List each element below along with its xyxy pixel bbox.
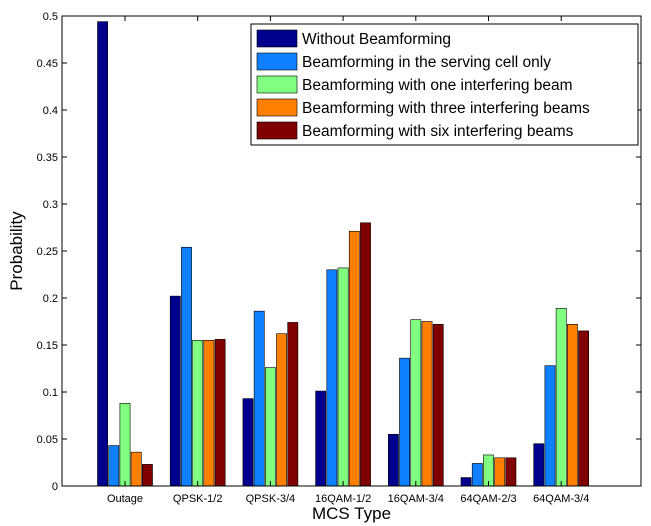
legend-box xyxy=(250,23,639,146)
legend-swatch xyxy=(256,75,298,94)
x-tick-label: QPSK-1/2 xyxy=(173,493,223,505)
bar-series5-qpsk-1-2 xyxy=(214,339,226,487)
bar-series4-64qam-2-3 xyxy=(494,457,506,487)
x-tick-label: QPSK-3/4 xyxy=(246,493,296,505)
bar-series3-qpsk-3-4 xyxy=(264,367,276,487)
bar-series2-qpsk-1-2 xyxy=(181,246,192,487)
y-tick-label: 0 xyxy=(52,481,58,493)
y-tick-label: 0.5 xyxy=(43,11,58,23)
legend-label: Without Beamforming xyxy=(302,31,451,48)
bar-series5-16qam-3-4 xyxy=(432,324,444,487)
x-axis-title: MCS Type xyxy=(312,504,391,523)
bar-series5-16qam-1-2 xyxy=(360,222,371,487)
axes-group: 0 0.05 0.1 0.15 0.2 0.25 0.3 0.35 0.4 0.45 0.5 Outa… xyxy=(37,11,642,505)
bar-series5-64qam-3-4 xyxy=(578,330,589,487)
legend-swatch xyxy=(256,29,298,48)
x-tick-label: 64QAM-3/4 xyxy=(533,493,589,505)
x-tick-label: 16QAM-3/4 xyxy=(388,493,444,505)
y-tick-label: 0.35 xyxy=(37,152,58,164)
bar-series2-64qam-3-4 xyxy=(544,365,556,487)
bar-series2-16qam-1-2 xyxy=(326,269,338,487)
y-tick-label: 0.3 xyxy=(43,199,58,211)
bar-series2-outage xyxy=(108,445,120,487)
bar-series4-outage xyxy=(130,451,142,487)
bar-series1-16qam-3-4 xyxy=(387,433,399,487)
bar-series4-qpsk-1-2 xyxy=(203,339,215,487)
legend-label: Beamforming with six interfering beams xyxy=(302,123,574,140)
y-tick-label: 0.45 xyxy=(37,58,58,70)
y-tick-label: 0.15 xyxy=(37,340,58,352)
bar-series5-outage xyxy=(142,464,153,487)
bar-series1-64qam-2-3 xyxy=(460,477,472,487)
bar-series4-qpsk-3-4 xyxy=(276,333,287,487)
bar-series1-16qam-1-2 xyxy=(315,390,327,487)
x-tick-label: 64QAM-2/3 xyxy=(460,493,516,505)
x-tick-label: Outage xyxy=(107,493,143,505)
legend-label: Beamforming in the serving cell only xyxy=(302,54,551,71)
y-tick-label: 0.1 xyxy=(43,387,58,399)
x-tick-label: 16QAM-1/2 xyxy=(315,493,371,505)
bar-series2-64qam-2-3 xyxy=(471,463,483,487)
y-tick-label: 0.2 xyxy=(43,293,58,305)
legend-swatch xyxy=(256,52,298,71)
bar-series2-16qam-3-4 xyxy=(399,357,410,487)
bar-series5-qpsk-3-4 xyxy=(287,322,299,487)
bar-series1-outage xyxy=(97,21,108,487)
bar-series4-16qam-1-2 xyxy=(348,230,360,487)
legend-swatch xyxy=(256,98,298,117)
bar-series3-16qam-3-4 xyxy=(410,319,422,487)
bar-series3-qpsk-1-2 xyxy=(192,339,204,487)
bar-series1-64qam-3-4 xyxy=(533,443,545,487)
bar-series4-64qam-3-4 xyxy=(566,324,578,487)
legend-label: Beamforming with one interfering beam xyxy=(302,77,573,94)
bar-series4-16qam-3-4 xyxy=(421,321,433,487)
bar-series1-qpsk-1-2 xyxy=(169,295,181,487)
y-tick-label: 0.25 xyxy=(37,246,58,258)
legend-swatch xyxy=(256,121,298,140)
bar-series1-qpsk-3-4 xyxy=(242,398,254,487)
y-tick-label: 0.05 xyxy=(37,434,58,446)
bar-series3-64qam-3-4 xyxy=(555,308,567,487)
bar-series3-outage xyxy=(119,402,131,487)
y-axis-title: Probability xyxy=(7,211,26,291)
bar-series2-qpsk-3-4 xyxy=(253,310,265,487)
y-tick-label: 0.4 xyxy=(43,105,58,117)
bar-series5-64qam-2-3 xyxy=(505,457,517,487)
legend-label: Beamforming with three interfering beams xyxy=(302,100,590,117)
legend: Without Beamforming Beamforming in the se… xyxy=(250,23,639,146)
bar-series3-16qam-1-2 xyxy=(337,267,349,487)
